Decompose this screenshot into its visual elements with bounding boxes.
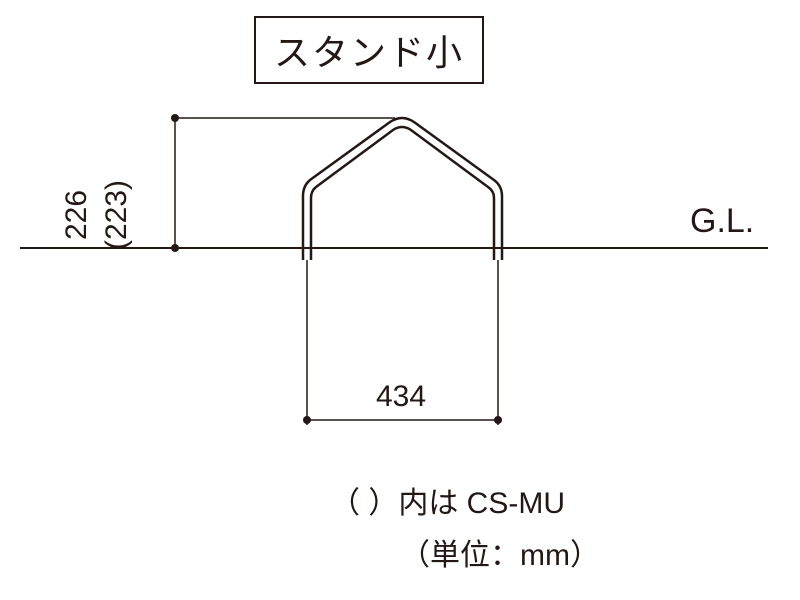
stand-outer [303, 118, 502, 260]
dim-height-value-main: 226 [60, 190, 94, 240]
unit-note: （単位：mm） [400, 530, 600, 574]
ground-label: G.L. [690, 202, 754, 241]
dim-height-dot-top [171, 114, 179, 122]
paren-note: （ ）内は CS-MU [330, 478, 565, 522]
dim-height-value-paren: (223) [100, 180, 134, 250]
dim-height-dot-bot [171, 244, 179, 252]
dim-width-dot-left [303, 416, 311, 424]
dim-width-dot-right [494, 416, 502, 424]
dim-width-value: 434 [376, 380, 426, 414]
stand-inner [311, 127, 494, 260]
